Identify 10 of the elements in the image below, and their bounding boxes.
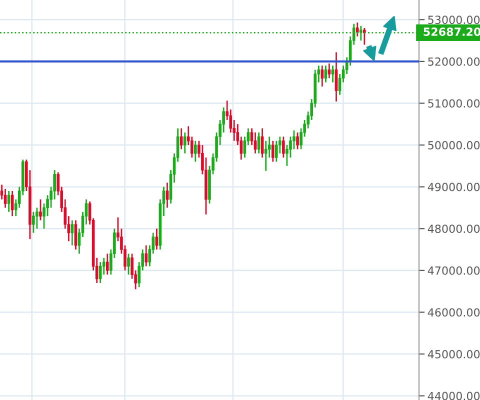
y-tick-label: 51000.00 bbox=[428, 99, 480, 108]
y-tick-label: 44000.00 bbox=[428, 392, 480, 400]
y-tick-label: 45000.00 bbox=[428, 350, 480, 358]
y-tick-label: 49000.00 bbox=[428, 182, 480, 192]
y-tick-label: 52000.00 bbox=[428, 57, 480, 66]
y-tick-label: 47000.00 bbox=[428, 266, 480, 275]
y-tick-label: 46000.00 bbox=[428, 308, 480, 317]
y-tick-label: 50000.00 bbox=[428, 141, 480, 150]
y-tick-label: 53000.00 bbox=[428, 16, 480, 24]
y-tick-label: 48000.00 bbox=[428, 224, 480, 234]
